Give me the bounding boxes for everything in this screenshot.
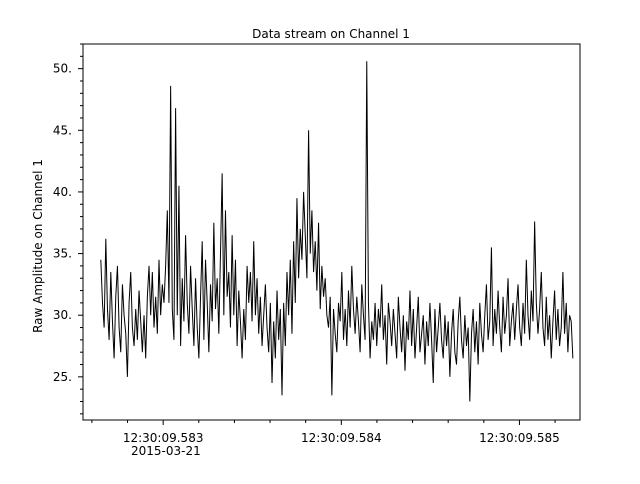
y-tick-label: 50.: [53, 62, 72, 76]
x-axis: 12:30:09.583 12:30:09.584 12:30:09.585: [91, 420, 560, 445]
y-tick-label: 25.: [53, 370, 72, 384]
series-line-0: [100, 61, 574, 402]
y-tick-label: 35.: [53, 247, 72, 261]
x-axis-date-label: 2015-03-21: [131, 444, 201, 458]
series-layer: [100, 61, 574, 402]
chart-title: Data stream on Channel 1: [252, 27, 410, 41]
x-tick-label: 12:30:09.583: [123, 431, 204, 445]
y-axis-label: Raw Amplitude on Channel 1: [31, 159, 45, 333]
x-tick-label: 12:30:09.585: [479, 431, 560, 445]
y-axis: 25. 30. 35. 40. 45. 50.: [53, 43, 83, 415]
y-tick-label: 30.: [53, 308, 72, 322]
x-tick-label: 12:30:09.584: [301, 431, 382, 445]
y-tick-label: 40.: [53, 185, 72, 199]
y-tick-label: 45.: [53, 123, 72, 137]
